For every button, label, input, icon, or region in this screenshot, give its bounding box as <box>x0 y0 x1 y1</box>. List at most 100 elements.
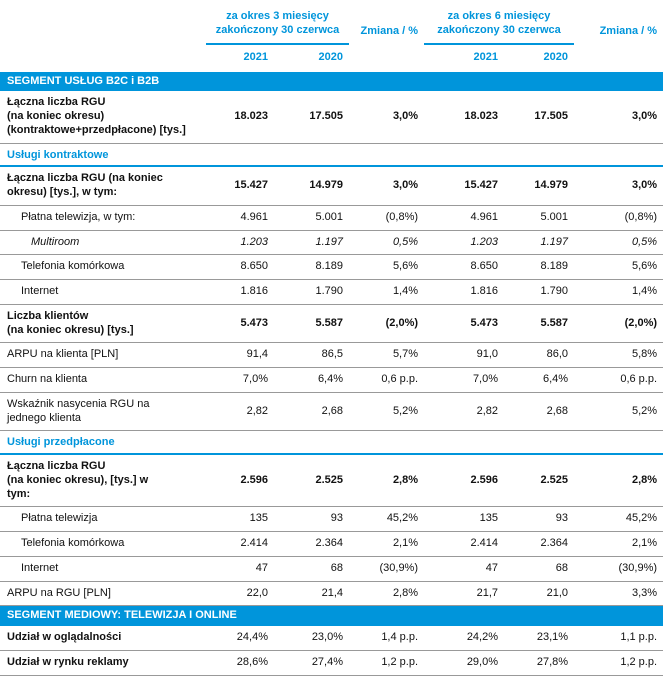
row-label: Churn na klienta <box>0 367 206 393</box>
period-header-row: za okres 3 miesięcy zakończony 30 czerwc… <box>0 0 663 45</box>
row-label: Płatna telewizja <box>0 506 206 533</box>
value-cell: (0,8%) <box>349 205 425 231</box>
year-2020-3m: 2020 <box>318 50 344 63</box>
value-cell: 4.961 <box>206 205 274 231</box>
value-cell: 24,4% <box>206 626 274 651</box>
table-header: za okres 3 miesięcy zakończony 30 czerwc… <box>0 0 663 72</box>
table-row: Łączna liczba RGU (na koniec okresu) [ty… <box>0 166 663 206</box>
value-cell: 1.197 <box>274 230 350 256</box>
value-cell: (2,0%) <box>574 304 663 344</box>
value-cell: (0,8%) <box>574 205 663 231</box>
value-cell: 23,0% <box>274 626 350 651</box>
value-cell: 5,7% <box>349 342 425 369</box>
value-cell: 86,5 <box>274 342 350 369</box>
table-row: Internet 47 68 (30,9%) 47 68 (30,9%) <box>0 556 663 582</box>
table-row: ARPU na RGU [PLN] 22,0 21,4 2,8% 21,7 21,0 3,3… <box>0 581 663 607</box>
table-row: Churn na klienta 7,0% 6,4% 0,6 p.p. 7,0% 6,4%… <box>0 367 663 393</box>
value-cell: 68 <box>504 556 575 582</box>
row-label: Internet <box>0 556 206 582</box>
section-row: SEGMENT MEDIOWY: TELEWIZJA I ONLINE <box>0 605 663 627</box>
value-cell: 0,5% <box>349 230 425 256</box>
value-cell: 18.023 <box>206 91 274 144</box>
value-cell: 27,8% <box>504 650 575 676</box>
row-label: Łączna liczba RGU (na koniec okresu), [t… <box>0 454 206 508</box>
value-cell: 5.587 <box>504 304 575 344</box>
value-cell: 135 <box>206 506 274 533</box>
value-cell: 1,2 p.p. <box>349 650 425 676</box>
row-label: Udział w oglądalności <box>0 626 206 651</box>
value-cell: 2.525 <box>274 454 350 508</box>
section-label: SEGMENT USŁUG B2C i B2B <box>0 71 663 92</box>
row-label: Wskaźnik nasycenia RGU na jednego klient… <box>0 392 206 432</box>
value-cell: 93 <box>274 506 350 533</box>
value-cell: 2.364 <box>274 531 350 557</box>
value-cell: 8.650 <box>206 254 274 281</box>
value-cell: 0,6 p.p. <box>349 367 425 393</box>
value-cell: 14.979 <box>504 166 575 206</box>
value-cell: 2,82 <box>424 392 505 432</box>
year-2021-6m: 2021 <box>473 50 499 63</box>
value-cell: 1,4% <box>349 279 425 305</box>
subsection-row: Usługi przedpłacone <box>0 430 663 456</box>
value-cell: 5,2% <box>349 392 425 432</box>
value-cell: 1.790 <box>504 279 575 305</box>
row-label: Multiroom <box>0 230 206 256</box>
value-cell: 2.596 <box>424 454 505 508</box>
table-row: Telefonia komórkowa 2.414 2.364 2,1% 2.414 2.… <box>0 531 663 557</box>
value-cell: 1.790 <box>274 279 350 305</box>
value-cell: 2,68 <box>274 392 350 432</box>
value-cell: 2.414 <box>206 531 274 557</box>
value-cell: 8.650 <box>424 254 505 281</box>
value-cell: 3,0% <box>349 166 425 206</box>
table-row: Internet 1.816 1.790 1,4% 1.816 1.790 1,4% <box>0 279 663 305</box>
year-spacer <box>349 44 424 72</box>
value-cell: 45,2% <box>574 506 663 533</box>
value-cell: 17.505 <box>274 91 350 144</box>
table-row: Multiroom 1.203 1.197 0,5% 1.203 1.197 0,5% <box>0 230 663 256</box>
row-label: Łączna liczba RGU (na koniec okresu) [ty… <box>0 166 206 206</box>
value-cell: 1,4% <box>574 279 663 305</box>
value-cell: 2,1% <box>574 531 663 557</box>
value-cell: 91,4 <box>206 342 274 369</box>
value-cell: (2,0%) <box>349 304 425 344</box>
subsection-label: Usługi kontraktowe <box>0 143 663 168</box>
table-row: Udział w oglądalności 24,4% 23,0% 1,4 p.p. 2… <box>0 626 663 651</box>
value-cell: 5.001 <box>504 205 575 231</box>
value-cell: 1,4 p.p. <box>349 626 425 651</box>
value-cell: 2.414 <box>424 531 505 557</box>
value-cell: 18.023 <box>424 91 505 144</box>
value-cell: 1,2 p.p. <box>574 650 663 676</box>
value-cell: 22,0 <box>206 581 274 607</box>
value-cell: 5.001 <box>274 205 350 231</box>
value-cell: 5,6% <box>349 254 425 281</box>
value-cell: 15.427 <box>424 166 505 206</box>
value-cell: 2,82 <box>206 392 274 432</box>
value-cell: (30,9%) <box>349 556 425 582</box>
value-cell: 2.525 <box>504 454 575 508</box>
section-label: SEGMENT MEDIOWY: TELEWIZJA I ONLINE <box>0 605 663 627</box>
value-cell: 3,3% <box>574 581 663 607</box>
table-row: Łączna liczba RGU (na koniec okresu), [t… <box>0 454 663 508</box>
value-cell: 1.816 <box>424 279 505 305</box>
value-cell: 2,8% <box>574 454 663 508</box>
value-cell: 2,1% <box>349 531 425 557</box>
value-cell: 135 <box>424 506 505 533</box>
subsection-label: Usługi przedpłacone <box>0 430 663 456</box>
year-2021-3m: 2021 <box>243 50 268 63</box>
value-cell: (30,9%) <box>574 556 663 582</box>
row-label: Łączna liczba RGU (na koniec okresu) (ko… <box>0 91 206 144</box>
value-cell: 1.197 <box>504 230 575 256</box>
value-cell: 1.816 <box>206 279 274 305</box>
value-cell: 1.203 <box>206 230 274 256</box>
value-cell: 29,0% <box>424 650 505 676</box>
value-cell: 2.364 <box>504 531 575 557</box>
value-cell: 4.961 <box>424 205 505 231</box>
value-cell: 3,0% <box>574 166 663 206</box>
value-cell: 5,6% <box>574 254 663 281</box>
row-label: Liczba klientów (na koniec okresu) [tys.… <box>0 304 206 344</box>
row-label: Telefonia komórkowa <box>0 254 206 281</box>
year-spacer <box>574 44 663 72</box>
header-spacer <box>0 0 206 44</box>
value-cell: 8.189 <box>504 254 575 281</box>
